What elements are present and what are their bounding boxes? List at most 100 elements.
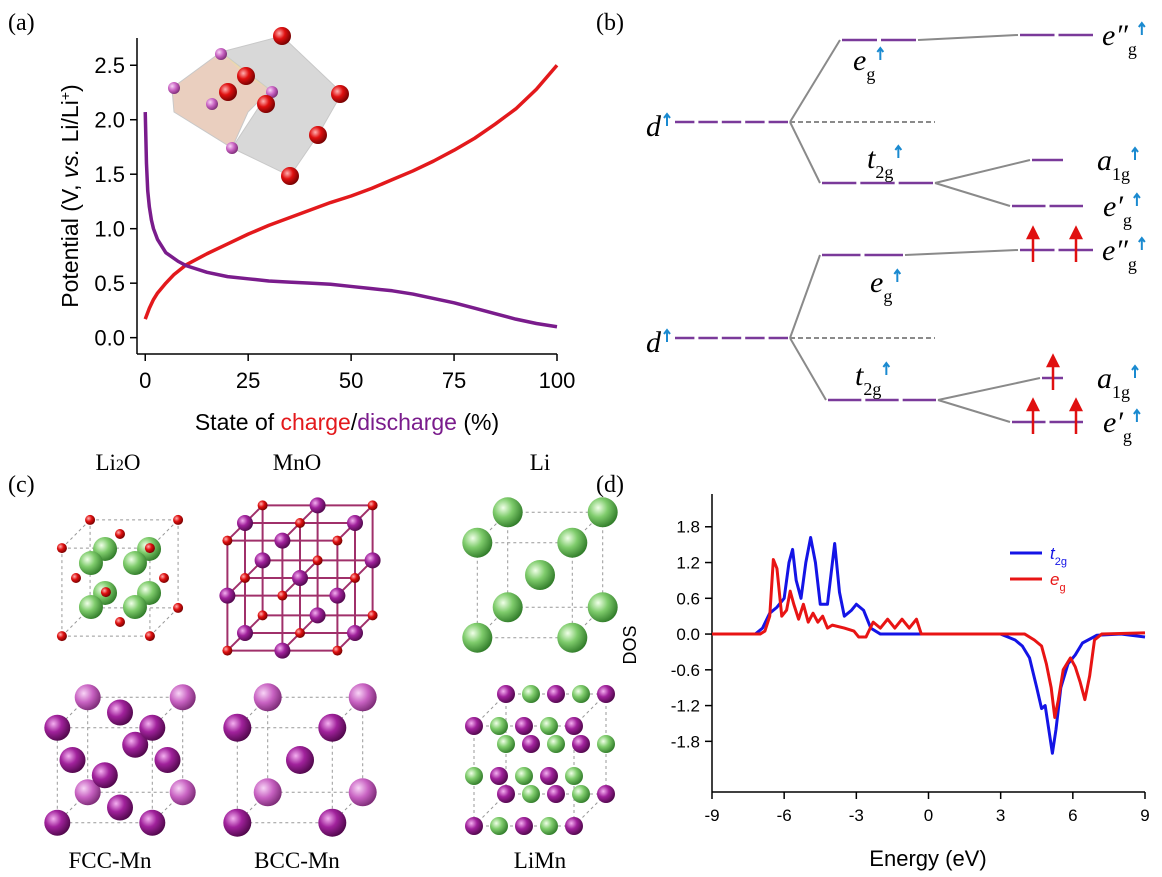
atom [222, 646, 232, 656]
atom [257, 95, 275, 113]
atom [92, 762, 118, 788]
atom [170, 684, 196, 710]
atom [57, 631, 67, 641]
x-axis-label-part: State of [195, 409, 281, 435]
atom [206, 98, 218, 110]
atom [490, 717, 508, 735]
x-axis-label: Energy (eV) [869, 846, 986, 871]
x-tick-label: 0 [139, 368, 151, 393]
y-tick-label: 2.5 [94, 53, 125, 78]
structure-label: LiMn [514, 848, 567, 873]
atom [522, 735, 540, 753]
atom [547, 735, 565, 753]
x-tick-label: 75 [442, 368, 466, 393]
structure-label-part: BCC-Mn [254, 848, 340, 873]
atom [349, 683, 377, 711]
atom [215, 48, 227, 60]
atom [497, 735, 515, 753]
atom [168, 82, 180, 94]
y-axis-label-part: Potential (V, [57, 178, 83, 308]
atom [565, 717, 583, 735]
atom [522, 785, 540, 803]
level-label: d [646, 326, 662, 359]
atom [493, 592, 523, 622]
structure-label-part: MnO [273, 450, 322, 475]
y-tick-label: 0.5 [94, 271, 125, 296]
atom [462, 623, 492, 653]
atom [349, 778, 377, 806]
level-label-part: d [646, 326, 662, 359]
y-axis-label-part: + [57, 92, 73, 100]
atom [173, 603, 183, 613]
atom [525, 560, 555, 590]
atom [347, 515, 363, 531]
atom [123, 551, 147, 575]
atom [274, 533, 290, 549]
level-label-part: 2g [863, 379, 881, 399]
level-label-part: a [1097, 362, 1112, 395]
x-axis-label-part: charge [281, 409, 351, 435]
atom [254, 778, 282, 806]
atom [237, 515, 253, 531]
x-tick-label: 50 [339, 368, 363, 393]
atom [597, 785, 615, 803]
atom [159, 573, 169, 583]
atom [44, 810, 70, 836]
atom [79, 595, 103, 619]
y-tick-label: 1.0 [94, 216, 125, 241]
panel-label: (a) [8, 10, 35, 36]
atom [347, 625, 363, 641]
x-tick-label: 6 [1068, 806, 1077, 825]
atom [465, 817, 483, 835]
level-label-part: e [870, 266, 883, 299]
level-label-part: e [853, 44, 866, 77]
atom [350, 573, 360, 583]
atom [281, 167, 299, 185]
structure-label: BCC-Mn [254, 848, 340, 873]
atom [155, 747, 181, 773]
y-tick-label: 2.0 [94, 107, 125, 132]
y-tick-label: 1.2 [676, 553, 700, 572]
atom [123, 595, 147, 619]
y-tick-label: 0.6 [676, 589, 700, 608]
y-tick-label: 0.0 [94, 325, 125, 350]
atom [237, 67, 255, 85]
y-axis-label-part: ) [57, 84, 83, 92]
atom [490, 817, 508, 835]
level-label-part: 1g [1112, 164, 1130, 184]
panel-label: (b) [596, 10, 624, 36]
structure-label: Li [530, 450, 550, 475]
atom [60, 747, 86, 773]
atom [273, 27, 291, 45]
x-tick-label: 25 [236, 368, 260, 393]
structure-label-part: Li [530, 450, 550, 475]
legend-sub: 2g [1055, 556, 1067, 568]
atom [145, 631, 155, 641]
x-axis-label-part: discharge [357, 409, 457, 435]
atom [240, 573, 250, 583]
structure-label-part: FCC-Mn [68, 848, 152, 873]
legend-name: e [1050, 570, 1059, 589]
atom [71, 573, 81, 583]
y-tick-label: 0.0 [676, 625, 700, 644]
legend-sub: g [1059, 582, 1065, 594]
y-tick-label: -1.8 [671, 732, 700, 751]
atom [170, 779, 196, 805]
x-tick-label: 3 [996, 806, 1005, 825]
atom [101, 587, 111, 597]
atom [295, 518, 305, 528]
atom [515, 717, 533, 735]
atom [547, 685, 565, 703]
atom [107, 700, 133, 726]
atom [368, 500, 378, 510]
atom [597, 685, 615, 703]
atom [572, 785, 590, 803]
y-axis-label: DOS [620, 625, 640, 664]
atom [258, 610, 268, 620]
atom [465, 767, 483, 785]
atom [368, 610, 378, 620]
structure-label-part: LiMn [514, 848, 567, 873]
atom [331, 85, 349, 103]
atom [295, 628, 305, 638]
atom [515, 767, 533, 785]
